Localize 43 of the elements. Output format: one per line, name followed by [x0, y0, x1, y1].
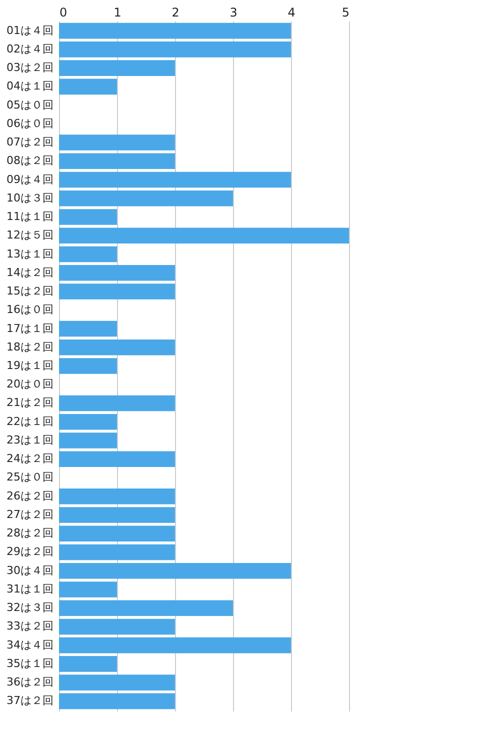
x-tick-label: 1 [114, 6, 122, 20]
y-tick-label: 22は１回 [6, 414, 54, 428]
y-tick-label: 18は２回 [6, 340, 54, 354]
y-tick-label: 24は２回 [6, 452, 54, 466]
y-tick-label: 21は２回 [6, 396, 54, 410]
y-tick-label: 16は０回 [6, 303, 54, 316]
y-tick-label: 08は２回 [6, 154, 54, 168]
y-tick-label: 02は４回 [6, 42, 54, 56]
y-tick-label: 06は０回 [6, 116, 54, 130]
y-tick-label: 23は１回 [6, 433, 54, 446]
y-tick-label: 30は４回 [6, 564, 54, 577]
y-tick-label: 33は２回 [6, 620, 54, 633]
y-tick-label: 34は４回 [6, 638, 54, 652]
y-tick-label: 05は０回 [6, 98, 54, 112]
y-tick-label: 17は１回 [6, 322, 54, 335]
y-tick-label: 20は０回 [6, 378, 54, 391]
y-tick-label: 36は２回 [6, 676, 54, 689]
y-tick-label: 09は４回 [6, 172, 54, 186]
y-tick-label: 15は２回 [6, 284, 54, 298]
x-tick-label: 2 [172, 6, 180, 20]
y-tick-label: 04は１回 [6, 80, 54, 93]
y-tick-label: 03は２回 [6, 61, 54, 74]
y-tick-label: 12は５回 [6, 228, 54, 242]
y-tick-label: 37は２回 [6, 694, 54, 708]
y-tick-label: 01は４回 [6, 24, 54, 37]
y-tick-label: 07は２回 [6, 136, 54, 149]
y-tick-label: 10は３回 [6, 191, 54, 204]
y-tick-label: 19は１回 [6, 359, 54, 372]
y-tick-label: 35は１回 [6, 656, 54, 670]
y-tick-label: 14は２回 [6, 266, 54, 279]
y-tick-label: 29は２回 [6, 545, 54, 558]
y-tick-label: 28は２回 [6, 526, 54, 540]
y-tick-label: 11は１回 [6, 210, 54, 224]
y-tick-label: 26は２回 [6, 489, 54, 502]
y-tick-label: 25は０回 [6, 470, 54, 484]
y-tick-label: 27は２回 [6, 508, 54, 521]
y-tick-label: 13は１回 [6, 247, 54, 260]
x-tick-label: 3 [230, 6, 238, 20]
y-tick-label: 31は１回 [6, 582, 54, 596]
x-tick-label: 4 [288, 6, 296, 20]
y-tick-label: 32は３回 [6, 601, 54, 614]
x-tick-label: 5 [342, 6, 350, 20]
x-tick-label: 0 [60, 6, 68, 20]
